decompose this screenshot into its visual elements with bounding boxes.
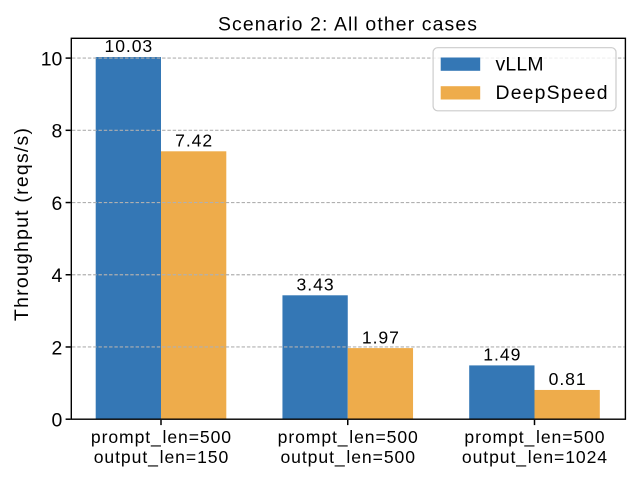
svg-text:4: 4 bbox=[52, 265, 63, 287]
svg-text:1.49: 1.49 bbox=[483, 345, 520, 365]
svg-text:7.42: 7.42 bbox=[175, 131, 212, 151]
svg-text:prompt_len=500: prompt_len=500 bbox=[464, 427, 604, 448]
svg-text:1.97: 1.97 bbox=[362, 327, 399, 347]
svg-text:DeepSpeed: DeepSpeed bbox=[496, 82, 608, 104]
svg-text:0: 0 bbox=[52, 410, 63, 432]
svg-text:2: 2 bbox=[52, 337, 63, 359]
svg-text:prompt_len=500: prompt_len=500 bbox=[278, 427, 418, 448]
svg-text:prompt_len=500: prompt_len=500 bbox=[91, 427, 231, 448]
svg-text:8: 8 bbox=[52, 121, 63, 143]
svg-text:6: 6 bbox=[52, 193, 63, 215]
svg-text:output_len=500: output_len=500 bbox=[280, 447, 415, 468]
svg-text:Throughput (reqs/s): Throughput (reqs/s) bbox=[11, 128, 33, 321]
svg-text:3.43: 3.43 bbox=[297, 275, 334, 295]
svg-text:10: 10 bbox=[41, 49, 63, 71]
svg-text:10.03: 10.03 bbox=[105, 36, 153, 56]
svg-text:Scenario 2: All other cases: Scenario 2: All other cases bbox=[218, 13, 477, 35]
svg-text:output_len=150: output_len=150 bbox=[94, 447, 229, 468]
svg-text:output_len=1024: output_len=1024 bbox=[462, 447, 607, 468]
svg-text:vLLM: vLLM bbox=[496, 53, 544, 75]
svg-text:0.81: 0.81 bbox=[549, 369, 586, 389]
